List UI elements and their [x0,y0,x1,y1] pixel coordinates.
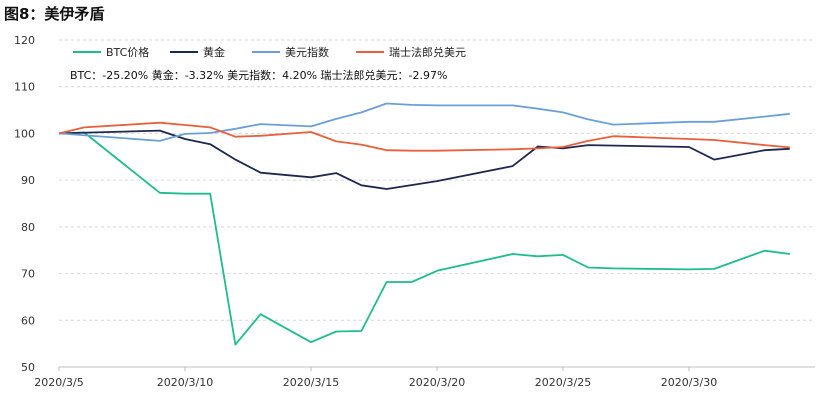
x-tick-label: 2020/3/30 [661,376,717,389]
x-tick-label: 2020/3/20 [409,376,465,389]
series-line-1 [58,129,790,190]
y-tick-label: 70 [21,268,35,281]
y-tick-label: 110 [14,81,35,94]
legend-label: 美元指数 [285,45,329,59]
legend-label: BTC价格 [106,45,149,59]
legend-label: 瑞士法郎兑美元 [389,45,466,59]
y-tick-label: 90 [21,174,35,187]
gridlines [59,39,815,321]
x-tick-label: 2020/3/10 [157,376,213,389]
x-tick-label: 2020/3/5 [34,376,83,389]
axes: 50 60 70 80 90 100 110 120 2020/3/5 2020/3/10 2020… [14,34,815,389]
y-tick-label: 100 [14,127,35,140]
series-line-0 [58,131,790,346]
y-tick-label: 50 [21,361,35,374]
x-tick-label: 2020/3/15 [283,376,339,389]
x-tick-label: 2020/3/25 [535,376,591,389]
y-tick-label: 60 [21,314,35,327]
legend-label: 黄金 [203,45,225,59]
change-annotation: BTC：-25.20% 黄金：-3.32% 美元指数：4.20% 瑞士法郎兑美元… [70,68,447,82]
y-tick-label: 80 [21,221,35,234]
legend: BTC价格 黄金 美元指数 瑞士法郎兑美元 [73,45,466,59]
figure-title: 图8：美伊矛盾 [4,5,105,23]
y-tick-label: 120 [14,34,35,47]
series-line-3 [58,121,790,152]
series-lines [58,102,790,346]
series-line-2 [58,102,790,142]
